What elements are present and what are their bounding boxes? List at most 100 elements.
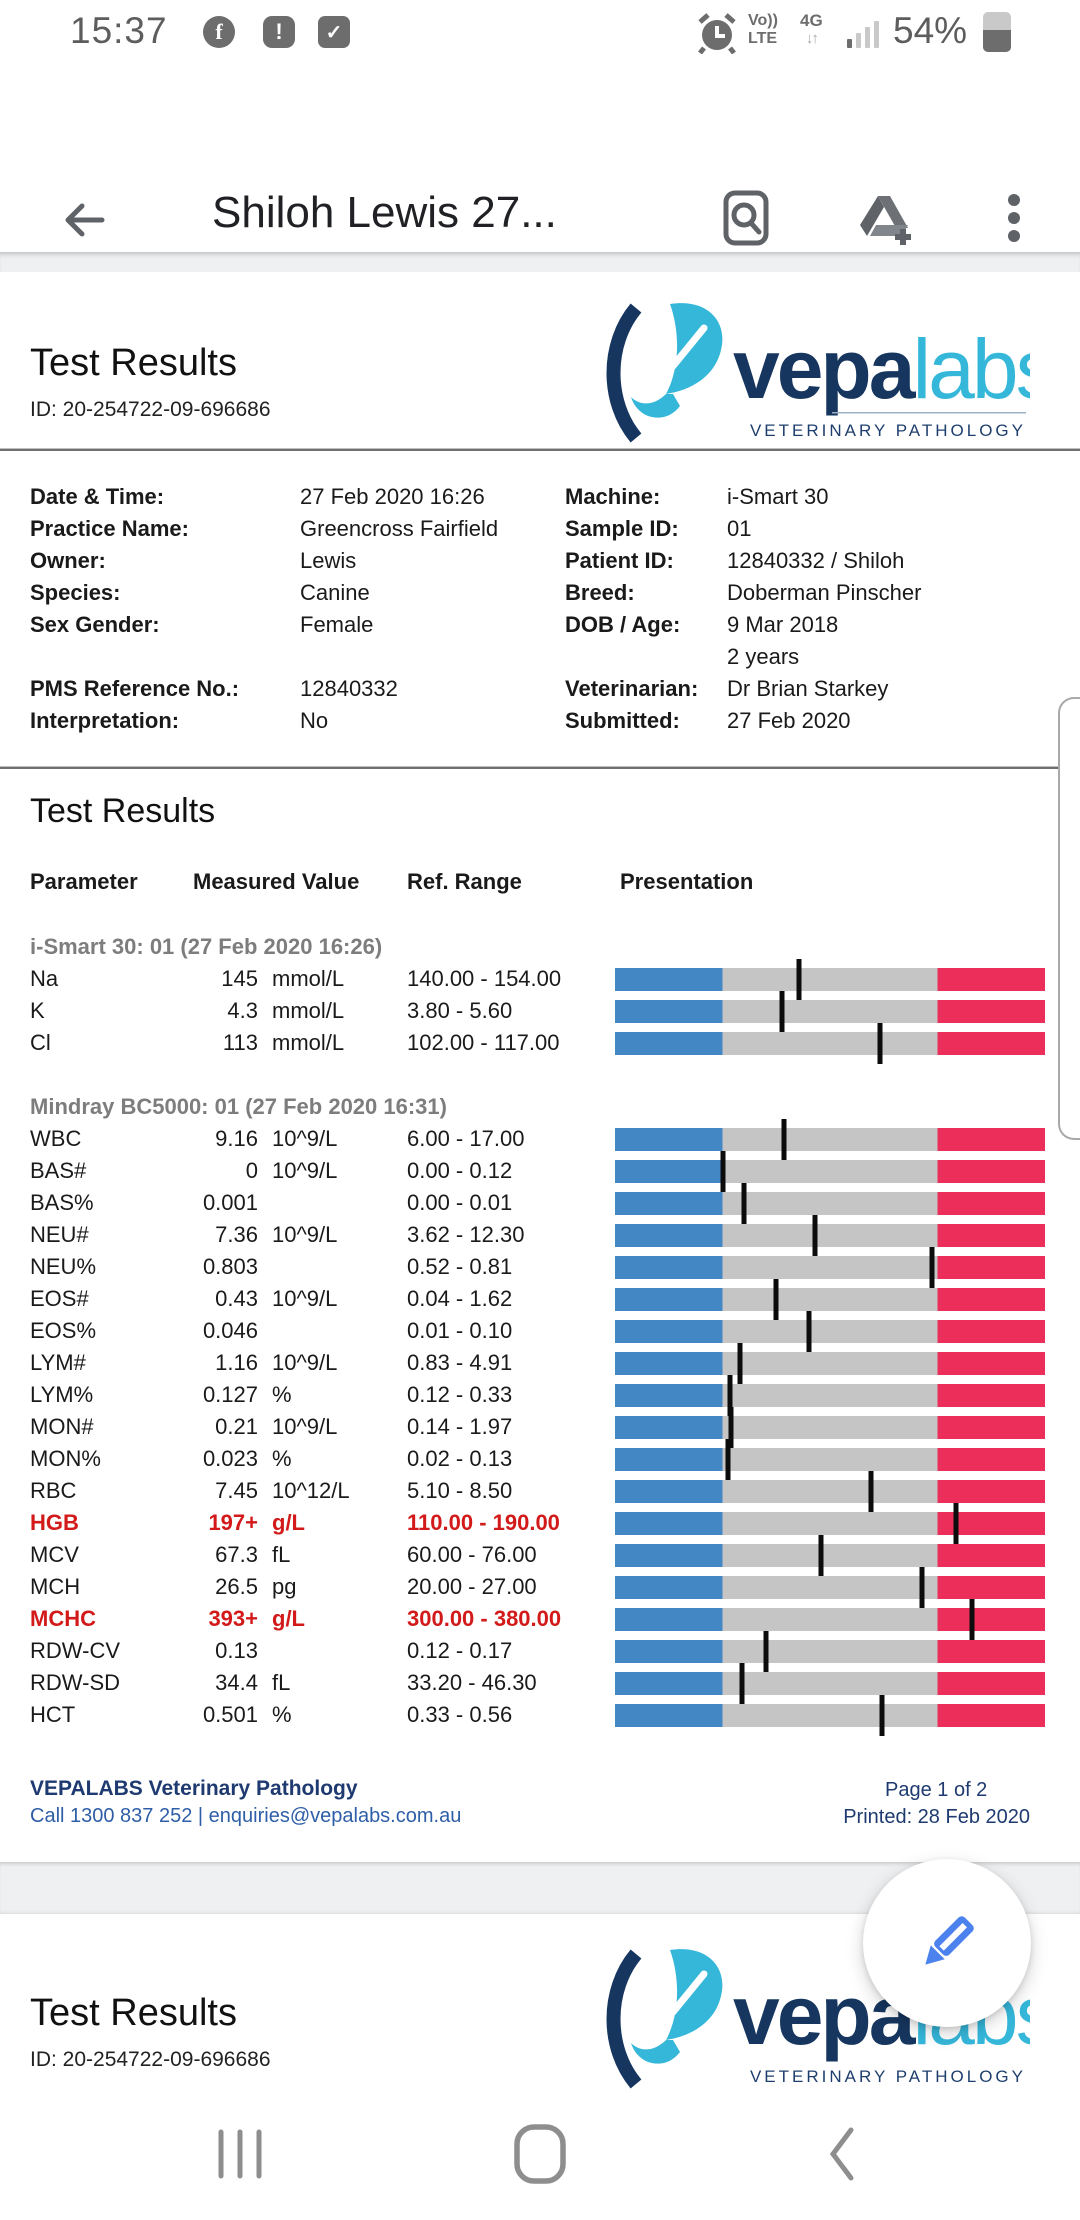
- info-label: Sample ID:: [565, 516, 679, 541]
- column-parameter: Parameter: [30, 869, 138, 894]
- presentation-bar: [615, 1150, 1045, 1192]
- unit: 10^9/L: [272, 1222, 338, 1247]
- result-row: MON# 0.21 10^9/L 0.14 - 1.97: [0, 1406, 1080, 1448]
- pencil-icon: [925, 1916, 974, 1965]
- reference-range: 0.12 - 0.33: [407, 1382, 513, 1407]
- value-tick: [796, 958, 802, 1000]
- info-value: Lewis: [300, 548, 357, 573]
- back-nav-button[interactable]: [813, 2124, 873, 2184]
- value-tick: [929, 1246, 935, 1288]
- presentation-bar: [615, 1406, 1045, 1448]
- presentation-bar: [615, 1598, 1045, 1640]
- result-row: MCV 67.3 fL 60.00 - 76.00: [0, 1534, 1080, 1576]
- info-label: Date & Time:: [30, 484, 165, 509]
- parameter-name: MCH: [30, 1574, 81, 1599]
- reference-range: 20.00 - 27.00: [407, 1574, 537, 1599]
- section-header-text: i-Smart 30: 01 (27 Feb 2020 16:26): [30, 934, 383, 959]
- scrollbar-thumb[interactable]: [1058, 697, 1080, 1140]
- parameter-name: BAS#: [30, 1158, 87, 1183]
- document-title: Shiloh Lewis 27...: [212, 188, 557, 237]
- facebook-notification-icon: f: [203, 16, 235, 48]
- unit: fL: [272, 1670, 291, 1695]
- info-value: Female: [300, 612, 374, 637]
- result-row: BAS# 0 10^9/L 0.00 - 0.12: [0, 1150, 1080, 1192]
- presentation-bar: [615, 1470, 1045, 1512]
- reference-range: 300.00 - 380.00: [407, 1606, 562, 1631]
- info-value: i-Smart 30: [727, 484, 829, 509]
- reference-range: 33.20 - 46.30: [407, 1670, 537, 1695]
- reference-range: 0.14 - 1.97: [407, 1414, 513, 1439]
- result-row: RBC 7.45 10^12/L 5.10 - 8.50: [0, 1470, 1080, 1512]
- info-label: Sex Gender:: [30, 612, 160, 637]
- value-tick: [879, 1694, 885, 1736]
- info-value: Dr Brian Starkey: [727, 676, 889, 701]
- value-tick: [781, 1118, 787, 1160]
- result-row: K 4.3 mmol/L 3.80 - 5.60: [0, 990, 1080, 1032]
- info-label: Species:: [30, 580, 121, 605]
- parameter-name: MCV: [30, 1542, 79, 1567]
- find-in-document-button[interactable]: [716, 188, 776, 248]
- reference-range: 140.00 - 154.00: [407, 966, 562, 991]
- presentation-bar: [615, 1118, 1045, 1160]
- info-value: 9 Mar 2018: [727, 612, 839, 637]
- patient-info-table: Date & Time: 27 Feb 2020 16:26 Machine: i-S…: [30, 481, 1050, 737]
- value-tick: [728, 1406, 734, 1448]
- parameter-name: NEU#: [30, 1222, 89, 1247]
- overflow-menu-button[interactable]: [984, 188, 1044, 248]
- result-row: HCT 0.501% 0.33 - 0.56: [0, 1694, 1080, 1736]
- presentation-bar: [615, 1694, 1045, 1736]
- info-label: DOB / Age:: [565, 612, 681, 637]
- presentation-bar: [615, 1534, 1045, 1576]
- result-row: EOS# 0.43 10^9/L 0.04 - 1.62: [0, 1278, 1080, 1320]
- edit-fab[interactable]: [863, 1859, 1031, 2027]
- header-divider: [0, 448, 1080, 451]
- result-row: EOS% 0.046 0.01 - 0.10: [0, 1310, 1080, 1352]
- reference-range: 0.12 - 0.17: [407, 1638, 513, 1663]
- value-tick: [720, 1150, 725, 1192]
- info-label: Interpretation:: [30, 708, 180, 733]
- home-button[interactable]: [510, 2124, 570, 2184]
- logo-bird-sail: [666, 303, 723, 394]
- parameter-name: Cl: [30, 1030, 51, 1055]
- report-id: ID: 20-254722-09-696686: [30, 2048, 271, 2071]
- column-measured-value: Measured Value: [193, 869, 360, 894]
- section-header-text: Mindray BC5000: 01 (27 Feb 2020 16:31): [30, 1094, 447, 1119]
- reference-range: 3.62 - 12.30: [407, 1222, 525, 1247]
- info-value: 01: [727, 516, 752, 541]
- measured-value: 0.046: [202, 1318, 258, 1343]
- presentation-bar: [615, 990, 1045, 1032]
- viewer-gap-top: [0, 252, 1080, 272]
- result-row: BAS% 0.001 0.00 - 0.01: [0, 1182, 1080, 1224]
- value-tick: [739, 1662, 745, 1704]
- add-to-drive-button[interactable]: [856, 188, 916, 248]
- section-spacer: [0, 1059, 1080, 1091]
- info-label: [30, 641, 300, 673]
- parameter-name: WBC: [30, 1126, 82, 1151]
- measured-value: 34.4: [215, 1670, 258, 1695]
- info-value: 12840332 / Shiloh: [727, 548, 905, 573]
- footer-org: VEPALABS Veterinary Pathology: [30, 1777, 358, 1800]
- back-button[interactable]: [52, 192, 108, 248]
- value-tick: [725, 1438, 731, 1480]
- measured-value: 0.21: [215, 1414, 258, 1439]
- presentation-bar: [615, 1214, 1045, 1256]
- unit: 10^9/L: [272, 1158, 338, 1183]
- vepalabs-logo: vepalabs VETERINARY PATHOLOGY: [606, 303, 1030, 443]
- value-tick: [969, 1598, 975, 1640]
- parameter-name: RDW-CV: [30, 1638, 121, 1663]
- result-row: Cl 113 mmol/L 102.00 - 117.00: [0, 1022, 1080, 1064]
- unit: %: [272, 1382, 292, 1407]
- measured-value: 0.43: [215, 1286, 258, 1311]
- mobile-data-4g-icon: 4G ↓↑: [800, 11, 823, 48]
- info-label: Practice Name:: [30, 516, 189, 541]
- unit: fL: [272, 1542, 291, 1567]
- measured-value: 197+: [208, 1510, 258, 1535]
- info-value: Doberman Pinscher: [727, 580, 922, 605]
- unit: g/L: [272, 1606, 305, 1631]
- info-value: 27 Feb 2020 16:26: [300, 484, 485, 509]
- info-label: Owner:: [30, 548, 106, 573]
- parameter-name: LYM%: [30, 1382, 94, 1407]
- info-label: Breed:: [565, 580, 635, 605]
- recents-button[interactable]: [210, 2124, 270, 2184]
- value-tick: [812, 1214, 818, 1256]
